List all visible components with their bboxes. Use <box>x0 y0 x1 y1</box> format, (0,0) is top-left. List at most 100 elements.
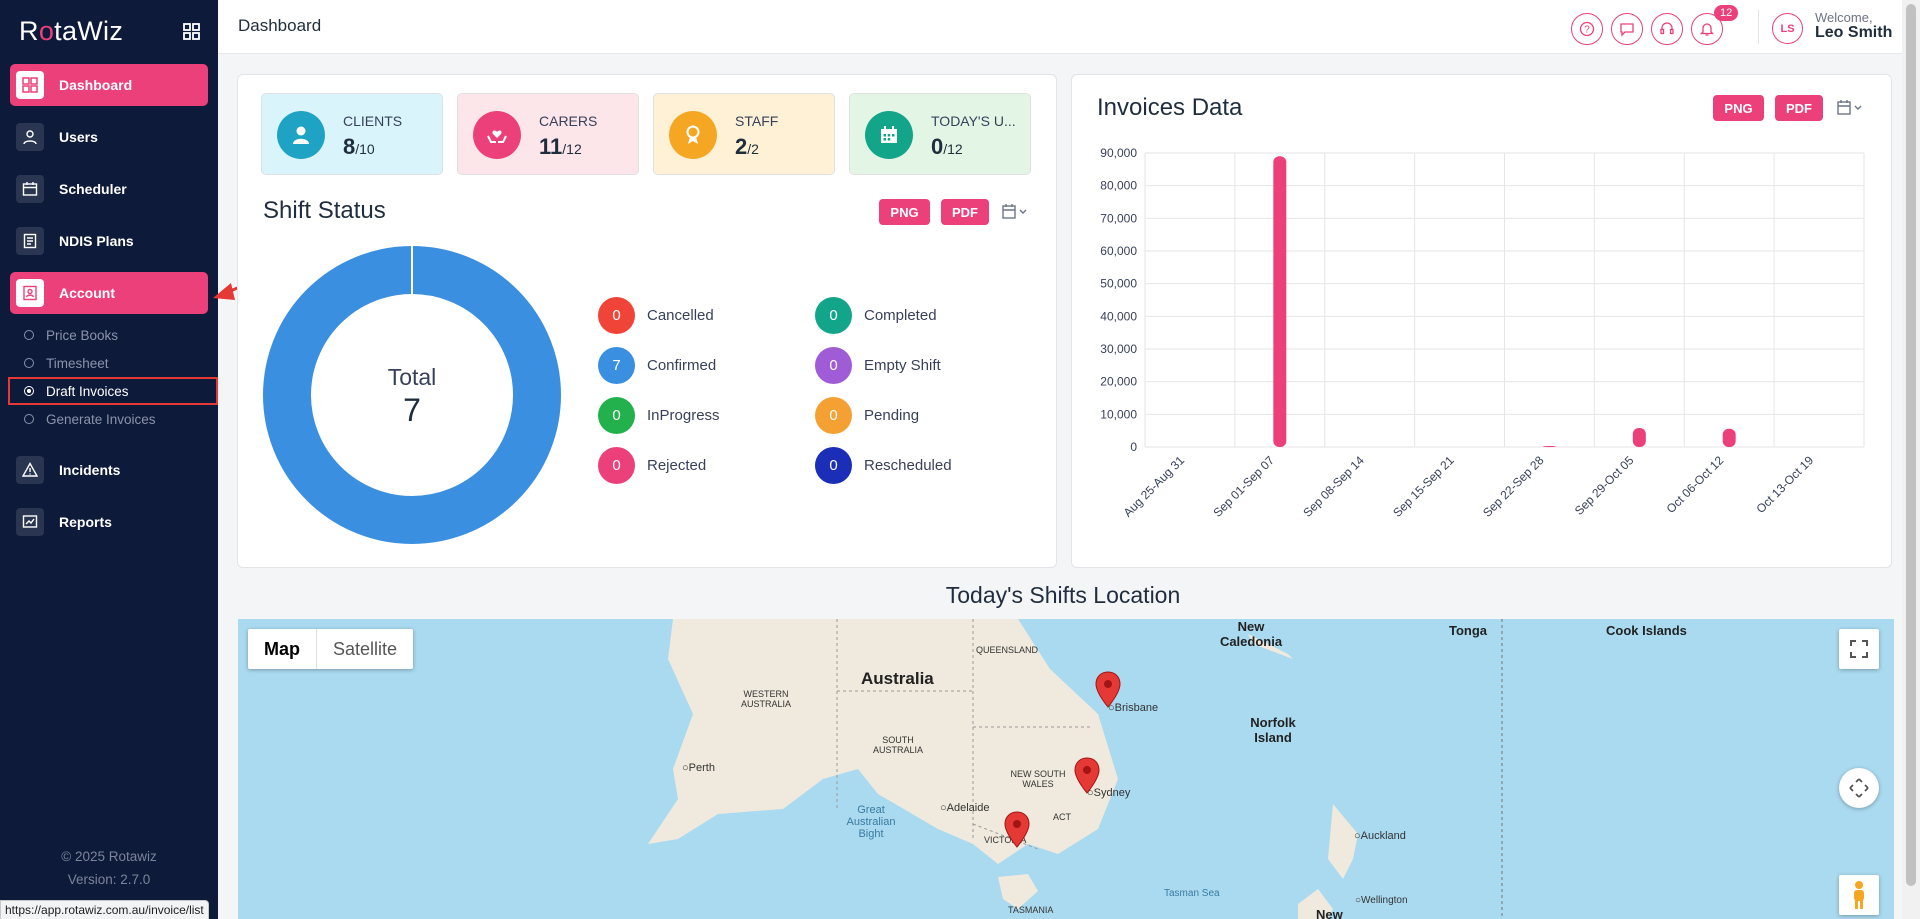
invoices-title: Invoices Data <box>1097 94 1243 121</box>
account-icon <box>16 279 44 307</box>
x-tick-label: Sep 08-Sep 14 <box>1300 453 1367 520</box>
y-tick-label: 40,000 <box>1100 309 1137 323</box>
y-tick-label: 60,000 <box>1100 244 1137 258</box>
help-icon[interactable]: ? <box>1571 13 1603 45</box>
calendar-icon <box>865 111 913 159</box>
sidebar-item-reports[interactable]: Reports <box>10 501 208 543</box>
y-tick-label: 30,000 <box>1100 342 1137 356</box>
y-tick-label: 50,000 <box>1100 277 1137 291</box>
scrollbar[interactable] <box>1902 0 1920 919</box>
map-type-toggle[interactable]: Map Satellite <box>248 629 414 669</box>
user-name[interactable]: Leo Smith <box>1815 24 1893 41</box>
submenu-label: Timesheet <box>46 355 109 371</box>
stat-label: TODAY'S U... <box>931 113 1016 129</box>
satellite-toggle[interactable]: Satellite <box>316 629 413 669</box>
map-label-tasmania: TASMANIA <box>1008 905 1054 915</box>
user-icon <box>16 123 44 151</box>
document-icon <box>16 227 44 255</box>
sidebar-item-dashboard[interactable]: Dashboard <box>10 64 208 106</box>
app-logo[interactable]: RotaWiz <box>19 16 124 46</box>
street-view-icon[interactable] <box>1839 875 1879 915</box>
submenu-price-books[interactable]: Price Books <box>24 323 118 347</box>
avatar[interactable]: LS <box>1772 13 1803 44</box>
submenu-label: Draft Invoices <box>46 383 129 399</box>
calendar-icon <box>16 175 44 203</box>
legend-completed: 0 Completed <box>815 297 937 334</box>
map-label-adelaide: ○Adelaide <box>940 802 990 814</box>
legend-confirmed: 7 Confirmed <box>598 347 716 384</box>
map-label-tasman-sea: Tasman Sea <box>1164 888 1220 899</box>
invoices-pdf-button[interactable]: PDF <box>1775 95 1823 121</box>
highlight-box <box>8 377 218 405</box>
y-tick-label: 20,000 <box>1100 375 1137 389</box>
map-label-brisbane: ○Brisbane <box>1108 702 1159 714</box>
map-label-victoria: VICTORIA <box>984 835 1027 845</box>
submenu-timesheet[interactable]: Timesheet <box>24 351 109 375</box>
x-tick-label: Sep 29-Oct 05 <box>1572 453 1637 518</box>
stat-todays: TODAY'S U... 0/12 <box>849 93 1031 175</box>
radio-dot-icon <box>24 414 34 424</box>
legend-pending: 0 Pending <box>815 397 919 434</box>
radio-dot-icon <box>24 358 34 368</box>
warning-icon <box>16 456 44 484</box>
shift-pdf-button[interactable]: PDF <box>941 199 989 225</box>
calendar-dropdown-icon[interactable] <box>1002 204 1030 220</box>
stat-value: 0/12 <box>931 134 963 159</box>
map-title: Today's Shifts Location <box>945 582 1181 608</box>
map-pan-control-icon[interactable] <box>1839 768 1879 808</box>
calendar-dropdown-icon[interactable] <box>1837 100 1865 116</box>
sidebar-item-users[interactable]: Users <box>10 116 208 158</box>
radio-dot-icon <box>24 386 34 396</box>
map-label-auckland: ○Auckland <box>1354 830 1406 842</box>
stat-label: CARERS <box>539 113 598 129</box>
submenu-draft-invoices[interactable]: Draft Invoices <box>24 379 129 403</box>
map-toggle[interactable]: Map <box>264 638 300 659</box>
x-tick-label: Sep 01-Sep 07 <box>1210 453 1277 520</box>
staff-icon <box>669 111 717 159</box>
chat-icon[interactable] <box>1611 13 1643 45</box>
shifts-map[interactable]: Map Satellite Australia QUEENSLAND WESTE… <box>238 619 1894 919</box>
donut-chart <box>263 245 561 544</box>
legend-empty-shift: 0 Empty Shift <box>815 347 941 384</box>
shift-png-button[interactable]: PNG <box>879 199 930 225</box>
stat-clients: CLIENTS 8/10 <box>261 93 443 175</box>
legend-rejected: 0 Rejected <box>598 447 706 484</box>
x-tick-label: Aug 25-Aug 31 <box>1121 453 1188 520</box>
sidebar-item-ndis-plans[interactable]: NDIS Plans <box>10 220 208 262</box>
sidebar-item-account[interactable]: Account <box>10 272 208 314</box>
scrollbar-thumb[interactable] <box>1906 4 1916 886</box>
map-marker-icon[interactable] <box>1074 757 1100 795</box>
y-tick-label: 10,000 <box>1100 407 1137 421</box>
fullscreen-icon[interactable] <box>1839 629 1879 669</box>
map-label-sydney: ○Sydney <box>1087 787 1131 799</box>
sidebar-item-label: Users <box>59 129 98 145</box>
sidebar-item-scheduler[interactable]: Scheduler <box>10 168 208 210</box>
map-marker-icon[interactable] <box>1095 671 1121 709</box>
map-label-act: ACT <box>1053 812 1071 822</box>
sidebar-item-label: Scheduler <box>59 181 127 197</box>
submenu-label: Generate Invoices <box>46 411 156 427</box>
grid-icon[interactable] <box>183 23 200 40</box>
map-label-norfolk: Norfolk Island <box>1250 715 1296 745</box>
shift-status-title: Shift Status <box>263 197 386 224</box>
map-marker-icon[interactable] <box>1004 811 1030 849</box>
map-label-queensland: QUEENSLAND <box>976 645 1039 655</box>
map-label-wa: WESTERN AUSTRALIA <box>740 689 791 709</box>
support-icon[interactable] <box>1651 13 1683 45</box>
page-title: Dashboard <box>238 16 322 35</box>
bell-icon[interactable] <box>1691 13 1723 45</box>
stat-value: 2/2 <box>735 134 759 159</box>
sidebar-item-label: Incidents <box>59 462 121 478</box>
submenu-label: Price Books <box>46 327 119 343</box>
map-label-perth: ○Perth <box>682 762 715 774</box>
map-label-cook-islands: Cook Islands <box>1606 623 1687 638</box>
divider <box>1758 10 1759 44</box>
sidebar-item-label: Dashboard <box>59 77 133 93</box>
map-label-new: New <box>1316 907 1343 919</box>
y-tick-label: 0 <box>1130 440 1137 454</box>
submenu-generate-invoices[interactable]: Generate Invoices <box>24 407 156 431</box>
invoices-png-button[interactable]: PNG <box>1713 95 1764 121</box>
x-tick-label: Oct 06-Oct 12 <box>1664 453 1727 516</box>
sidebar-item-incidents[interactable]: Incidents <box>10 449 208 491</box>
person-icon <box>277 111 325 159</box>
